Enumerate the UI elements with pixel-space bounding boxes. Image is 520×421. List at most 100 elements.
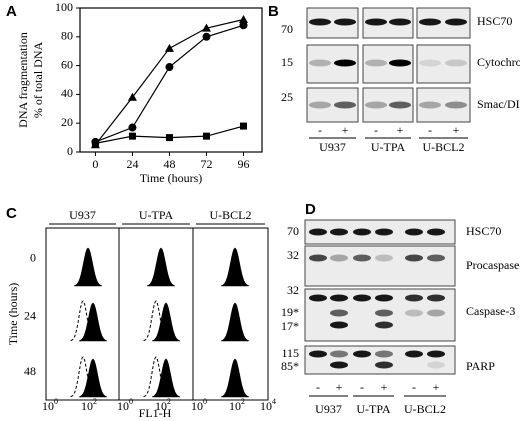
marker bbox=[128, 123, 137, 132]
y-tick-label: 80 bbox=[61, 29, 73, 43]
group-label: U937 bbox=[69, 208, 96, 222]
band bbox=[365, 59, 387, 67]
protein-label: PARP bbox=[466, 359, 495, 373]
mw-label: 19* bbox=[281, 305, 299, 319]
group-label: U-BCL2 bbox=[404, 402, 446, 416]
marker bbox=[238, 15, 248, 24]
protein-label: Smac/DIABLO bbox=[477, 97, 520, 111]
tick-exp: 0 bbox=[54, 397, 58, 406]
histogram bbox=[147, 247, 175, 287]
band bbox=[309, 18, 331, 26]
band bbox=[334, 18, 356, 26]
group-label: U-TPA bbox=[356, 402, 391, 416]
band bbox=[445, 101, 467, 109]
band bbox=[427, 228, 445, 236]
mw-label: 85* bbox=[281, 359, 299, 373]
group-label: U937 bbox=[319, 140, 346, 154]
group-label: U-TPA bbox=[371, 140, 406, 154]
band bbox=[353, 228, 371, 236]
band bbox=[419, 59, 441, 67]
tick-exp: 0 bbox=[203, 397, 207, 406]
x-tick-label: 100 bbox=[117, 397, 133, 413]
band bbox=[375, 309, 393, 317]
band bbox=[309, 59, 331, 67]
band bbox=[353, 254, 371, 262]
x-tick-label: 102 bbox=[155, 397, 171, 413]
tick-exp: 2 bbox=[167, 397, 171, 406]
blot-box bbox=[416, 87, 471, 123]
lane-sign: - bbox=[412, 380, 416, 394]
band bbox=[353, 350, 371, 358]
row-label: 0 bbox=[30, 250, 36, 264]
protein-label: Procaspase-3 bbox=[466, 258, 520, 272]
mw-label: 70 bbox=[281, 22, 293, 36]
band bbox=[375, 228, 393, 236]
histogram bbox=[152, 358, 180, 398]
band bbox=[330, 254, 348, 262]
lane-sign: + bbox=[381, 380, 388, 394]
band bbox=[427, 254, 445, 262]
mw-label: 17* bbox=[281, 319, 299, 333]
band bbox=[419, 18, 441, 26]
mw-label: 115 bbox=[281, 346, 299, 360]
lane-sign: + bbox=[336, 380, 343, 394]
group-label: U937 bbox=[315, 402, 342, 416]
blot-box bbox=[416, 44, 471, 84]
x-tick-label: 24 bbox=[126, 157, 138, 171]
tick-base: 10 bbox=[229, 399, 241, 413]
tick-base: 10 bbox=[42, 399, 54, 413]
band bbox=[389, 59, 411, 67]
protein-label: HSC70 bbox=[477, 14, 512, 28]
lane-sign: - bbox=[360, 380, 364, 394]
band bbox=[330, 350, 348, 358]
row-label: 48 bbox=[24, 364, 36, 378]
band bbox=[365, 18, 387, 26]
y-axis-label: DNA fragmentation bbox=[16, 32, 30, 128]
y-axis-label: % of total DNA bbox=[31, 42, 45, 119]
tick-base: 10 bbox=[117, 399, 129, 413]
tick-base: 10 bbox=[260, 399, 272, 413]
lane-sign: + bbox=[433, 380, 440, 394]
band bbox=[309, 254, 327, 262]
band bbox=[330, 321, 348, 329]
x-tick-label: 102 bbox=[229, 397, 245, 413]
histogram bbox=[74, 247, 102, 287]
histogram bbox=[221, 247, 249, 287]
band bbox=[427, 309, 445, 317]
blot-box bbox=[306, 44, 359, 84]
histogram bbox=[79, 302, 107, 342]
y-tick-label: 60 bbox=[61, 57, 73, 71]
histogram-control bbox=[70, 300, 96, 342]
band bbox=[309, 350, 327, 358]
group-label: U-BCL2 bbox=[423, 140, 465, 154]
marker bbox=[165, 63, 174, 72]
marker bbox=[165, 134, 173, 142]
lane-sign: - bbox=[374, 123, 378, 137]
tick-exp: 4 bbox=[272, 397, 276, 406]
band bbox=[330, 294, 348, 302]
tick-exp: 2 bbox=[93, 397, 97, 406]
group-label: U-BCL2 bbox=[210, 208, 252, 222]
band bbox=[445, 59, 467, 67]
tick-base: 10 bbox=[155, 399, 167, 413]
lane-sign: + bbox=[397, 123, 404, 137]
band bbox=[375, 321, 393, 329]
panel-label: C bbox=[6, 205, 17, 222]
band bbox=[405, 294, 423, 302]
mw-label: 70 bbox=[287, 224, 299, 238]
histogram bbox=[152, 302, 180, 342]
x-tick-label: 104 bbox=[260, 397, 276, 413]
group-label: U-TPA bbox=[139, 208, 174, 222]
band bbox=[405, 228, 423, 236]
protein-label: Caspase-3 bbox=[466, 304, 515, 318]
histogram-control bbox=[70, 356, 96, 398]
band bbox=[330, 309, 348, 317]
marker bbox=[164, 43, 174, 52]
protein-label: HSC70 bbox=[466, 224, 501, 238]
band bbox=[334, 59, 356, 67]
band bbox=[419, 101, 441, 109]
band bbox=[427, 361, 445, 369]
histogram-control bbox=[143, 300, 169, 342]
y-tick-label: 100 bbox=[55, 0, 73, 14]
